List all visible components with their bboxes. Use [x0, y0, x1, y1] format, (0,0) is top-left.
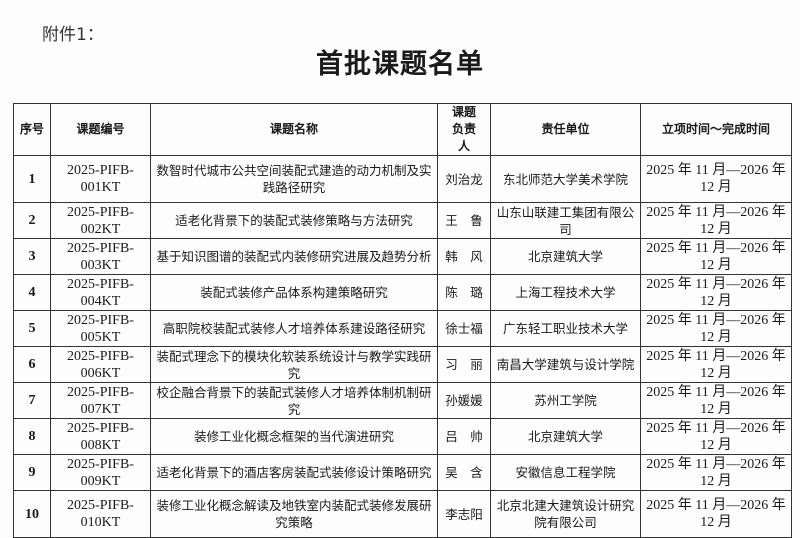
topic-leader: 习 丽	[437, 346, 491, 383]
row-index: 3	[13, 238, 51, 275]
topic-code: 2025-PIFB-010KT	[50, 490, 151, 538]
topic-name: 适老化背景下的装配式装修策略与方法研究	[150, 202, 438, 239]
topic-code: 2025-PIFB-004KT	[50, 274, 151, 311]
topic-name: 校企融合背景下的装配式装修人才培养体制机制研究	[150, 382, 438, 419]
row-index: 1	[13, 155, 51, 203]
topic-leader: 李志阳	[437, 490, 491, 538]
topic-name: 装修工业化概念框架的当代演进研究	[150, 418, 438, 455]
row-index: 5	[13, 310, 51, 347]
topic-code: 2025-PIFB-005KT	[50, 310, 151, 347]
topic-code: 2025-PIFB-001KT	[50, 155, 151, 203]
topic-code: 2025-PIFB-008KT	[50, 418, 151, 455]
row-index: 9	[13, 454, 51, 491]
topic-leader: 徐士福	[437, 310, 491, 347]
table-header-row: 序号 课题编号 课题名称 课题负责人 责任单位 立项时间～完成时间	[13, 103, 792, 156]
topic-name: 装配式装修产品体系构建策略研究	[150, 274, 438, 311]
header-period: 立项时间～完成时间	[640, 103, 792, 156]
topic-leader: 王 鲁	[437, 202, 491, 239]
topic-list-table: 序号 课题编号 课题名称 课题负责人 责任单位 立项时间～完成时间 1 2025-…	[13, 103, 792, 538]
responsible-unit: 安徽信息工程学院	[490, 454, 641, 491]
table-row: 8 2025-PIFB-008KT 装修工业化概念框架的当代演进研究吕 帅北京建筑大…	[13, 418, 792, 455]
topic-name: 装配式理念下的模块化软装系统设计与教学实践研究	[150, 346, 438, 383]
responsible-unit: 东北师范大学美术学院	[490, 155, 641, 203]
topic-leader: 吕 帅	[437, 418, 491, 455]
project-period: 2025 年 11 月—2026 年 12 月	[640, 382, 792, 419]
topic-code: 2025-PIFB-006KT	[50, 346, 151, 383]
row-index: 4	[13, 274, 51, 311]
table-row: 9 2025-PIFB-009KT 适老化背景下的酒店客房装配式装修设计策略研究吴 …	[13, 454, 792, 491]
topic-leader: 韩 风	[437, 238, 491, 275]
table-row: 10 2025-PIFB-010KT 装修工业化概念解读及地铁室内装配式装修发展研究…	[13, 490, 792, 538]
page-title: 首批课题名单	[316, 49, 484, 80]
table-row: 7 2025-PIFB-007KT 校企融合背景下的装配式装修人才培养体制机制研究孙…	[13, 382, 792, 419]
row-index: 7	[13, 382, 51, 419]
topic-code: 2025-PIFB-007KT	[50, 382, 151, 419]
topic-name: 数智时代城市公共空间装配式建造的动力机制及实践路径研究	[150, 155, 438, 203]
topic-name: 基于知识图谱的装配式内装修研究进展及趋势分析	[150, 238, 438, 275]
project-period: 2025 年 11 月—2026 年 12 月	[640, 238, 792, 275]
responsible-unit: 苏州工学院	[490, 382, 641, 419]
header-index: 序号	[13, 103, 51, 156]
table-row: 2 2025-PIFB-002KT 适老化背景下的装配式装修策略与方法研究王 鲁山东…	[13, 202, 792, 239]
topic-code: 2025-PIFB-002KT	[50, 202, 151, 239]
project-period: 2025 年 11 月—2026 年 12 月	[640, 310, 792, 347]
project-period: 2025 年 11 月—2026 年 12 月	[640, 274, 792, 311]
topic-name: 适老化背景下的酒店客房装配式装修设计策略研究	[150, 454, 438, 491]
table-row: 5 2025-PIFB-005KT 高职院校装配式装修人才培养体系建设路径研究 徐士福…	[13, 310, 792, 347]
responsible-unit: 北京北建大建筑设计研究院有限公司	[490, 490, 641, 538]
topic-leader: 刘治龙	[437, 155, 491, 203]
table-row: 4 2025-PIFB-004KT 装配式装修产品体系构建策略研究陈 璐上海工程技术…	[13, 274, 792, 311]
project-period: 2025 年 11 月—2026 年 12 月	[640, 346, 792, 383]
attachment-label: 附件1：	[42, 25, 104, 45]
project-period: 2025 年 11 月—2026 年 12 月	[640, 202, 792, 239]
responsible-unit: 南昌大学建筑与设计学院	[490, 346, 641, 383]
table-row: 3 2025-PIFB-003KT 基于知识图谱的装配式内装修研究进展及趋势分析韩 …	[13, 238, 792, 275]
project-period: 2025 年 11 月—2026 年 12 月	[640, 454, 792, 491]
topic-leader: 吴 含	[437, 454, 491, 491]
row-index: 2	[13, 202, 51, 239]
responsible-unit: 山东山联建工集团有限公司	[490, 202, 641, 239]
topic-leader: 陈 璐	[437, 274, 491, 311]
header-code: 课题编号	[50, 103, 151, 156]
topic-name: 高职院校装配式装修人才培养体系建设路径研究	[150, 310, 438, 347]
header-unit: 责任单位	[490, 103, 641, 156]
header-leader: 课题负责人	[437, 103, 491, 156]
table-row: 1 2025-PIFB-001KT 数智时代城市公共空间装配式建造的动力机制及实践路…	[13, 155, 792, 203]
row-index: 6	[13, 346, 51, 383]
responsible-unit: 北京建筑大学	[490, 418, 641, 455]
row-index: 10	[13, 490, 51, 538]
project-period: 2025 年 11 月—2026 年 12 月	[640, 418, 792, 455]
topic-leader: 孙媛媛	[437, 382, 491, 419]
header-name: 课题名称	[150, 103, 438, 156]
responsible-unit: 北京建筑大学	[490, 238, 641, 275]
topic-code: 2025-PIFB-009KT	[50, 454, 151, 491]
row-index: 8	[13, 418, 51, 455]
responsible-unit: 广东轻工职业技术大学	[490, 310, 641, 347]
topic-code: 2025-PIFB-003KT	[50, 238, 151, 275]
project-period: 2025 年 11 月—2026 年 12 月	[640, 155, 792, 203]
table-row: 6 2025-PIFB-006KT 装配式理念下的模块化软装系统设计与教学实践研究习…	[13, 346, 792, 383]
project-period: 2025 年 11 月—2026 年 12 月	[640, 490, 792, 538]
topic-name: 装修工业化概念解读及地铁室内装配式装修发展研究策略	[150, 490, 438, 538]
responsible-unit: 上海工程技术大学	[490, 274, 641, 311]
